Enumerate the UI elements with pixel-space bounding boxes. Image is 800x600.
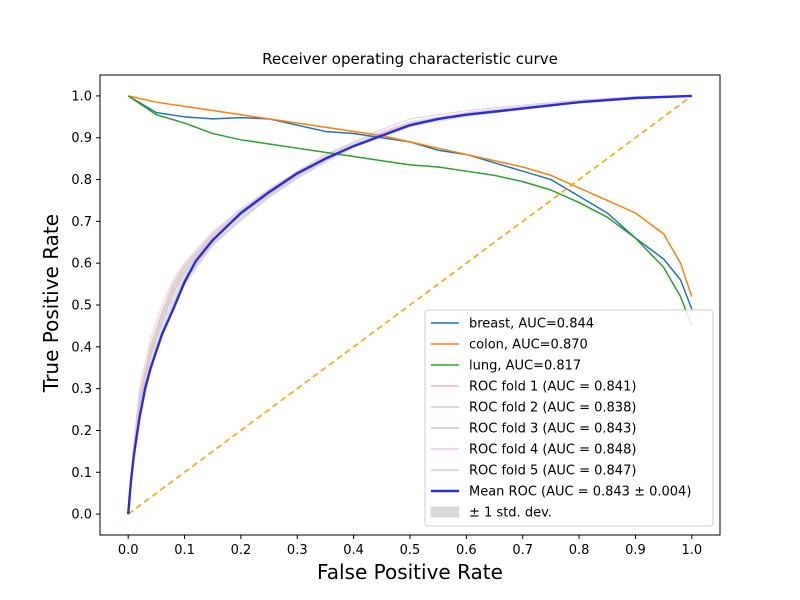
series-line-mean-roc-auc-0-843-0-004: [126, 94, 692, 515]
legend-item-8-label: ROC fold 5 (AUC = 0.847): [469, 464, 636, 479]
y-tick-label: 0.7: [71, 215, 92, 230]
series-line-colon-auc-0-870: [128, 95, 693, 297]
y-tick-label: 0.5: [71, 299, 92, 314]
chart-title: Receiver operating characteristic curve: [262, 50, 558, 68]
x-tick-label: 0.7: [512, 543, 533, 558]
x-axis-title: False Positive Rate: [317, 560, 503, 584]
series-line-chance: [127, 95, 693, 515]
y-tick-label: 0.8: [71, 173, 92, 188]
x-tick-label: 0.6: [456, 543, 477, 558]
x-tick-label: 0.5: [400, 543, 421, 558]
y-tick-label: 0.9: [71, 131, 92, 146]
legend-item-7-label: ROC fold 4 (AUC = 0.848): [469, 443, 636, 458]
series-line-lung-auc-0-817: [127, 95, 693, 327]
legend-item-10-swatch: [430, 506, 460, 518]
x-tick-label: 0.9: [625, 543, 646, 558]
y-tick-label: 0.1: [71, 466, 92, 481]
y-tick-label: 0.3: [71, 382, 92, 397]
legend: breast, AUC=0.844 colon, AUC=0.870 lung, A…: [424, 309, 714, 527]
series-line-breast-auc-0-844: [127, 95, 693, 310]
x-tick-label: 0.1: [174, 543, 195, 558]
y-tick-label: 0.0: [71, 508, 92, 523]
legend-item-9-label: Mean ROC (AUC = 0.843 ± 0.004): [469, 485, 691, 500]
x-tick-label: 0.2: [231, 543, 252, 558]
legend-box: [424, 309, 714, 527]
legend-item-1-label: breast, AUC=0.844: [469, 317, 594, 332]
series-line-roc-fold-5-auc-0-847: [127, 95, 692, 515]
legend-item-4-label: ROC fold 1 (AUC = 0.841): [469, 380, 636, 395]
x-tick-label: 0.4: [343, 543, 364, 558]
legend-item-5-label: ROC fold 2 (AUC = 0.838): [469, 401, 636, 416]
axes: 0.0 0.1 0.2 0.3 0.4 0.5 0.6 0.7 0.8 0.9 1.0 0.0 0.1 0…: [71, 74, 721, 558]
x-tick-label: 1.0: [681, 543, 702, 558]
y-tick-label: 1.0: [71, 89, 92, 104]
plot-area: [126, 94, 693, 515]
legend-item-6-label: ROC fold 3 (AUC = 0.843): [469, 422, 636, 437]
y-tick-label: 0.6: [71, 257, 92, 272]
legend-item-3-label: lung, AUC=0.817: [469, 359, 581, 374]
x-tick-label: 0.8: [569, 543, 590, 558]
x-tick-label: 0.3: [287, 543, 308, 558]
legend-item-10-label: ± 1 std. dev.: [469, 506, 552, 521]
y-axis-title: True Positive Rate: [39, 214, 63, 393]
y-tick-label: 0.2: [71, 424, 92, 439]
legend-item-2-label: colon, AUC=0.870: [469, 338, 588, 353]
y-tick-label: 0.4: [71, 340, 92, 355]
x-tick-label: 0.0: [118, 543, 139, 558]
